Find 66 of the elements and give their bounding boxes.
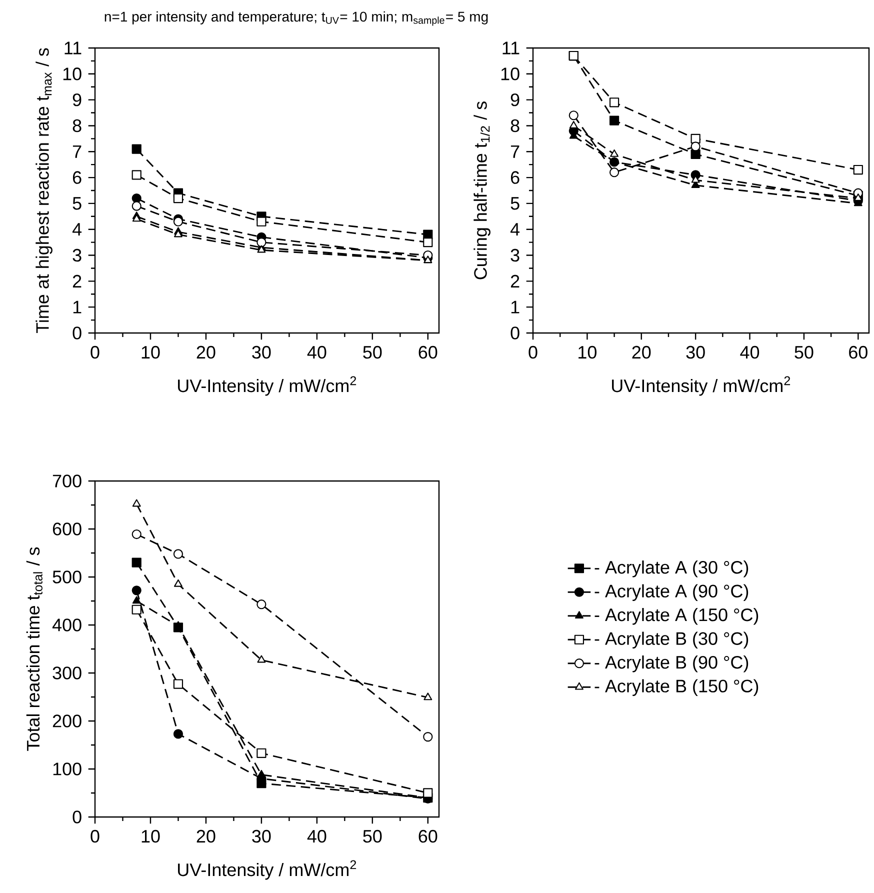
- x-tick-label: 30: [686, 346, 705, 359]
- y-tick-label: 400: [52, 618, 82, 632]
- y-tick-label: 8: [72, 119, 82, 132]
- x-tick-label: 30: [252, 346, 271, 359]
- x-tick-label: 60: [418, 346, 438, 359]
- y-tick-label: 5: [510, 197, 520, 210]
- y-tick-label: 11: [502, 42, 520, 54]
- y-tick-label: 3: [510, 248, 520, 262]
- x-tick-label: 10: [142, 346, 160, 359]
- y-axis-title: Time at highest reaction rate t$_{max}$ / s: [36, 48, 52, 334]
- legend-label: - Acrylate B (30 °C): [594, 632, 748, 649]
- legend-label: - Acrylate A (90 °C): [594, 584, 748, 602]
- x-tick-label: 10: [142, 830, 160, 843]
- y-tick-label: 6: [510, 171, 520, 184]
- y-tick-label: 9: [510, 93, 520, 106]
- x-axis-title: UV-Intensity / mW/cm$^{2}$: [178, 860, 356, 880]
- y-axis-title: Curing half-time t$_{1/2}$ / s: [474, 102, 490, 280]
- x-tick-label: 60: [418, 830, 438, 843]
- x-tick-label: 50: [363, 346, 382, 359]
- y-tick-label: 1: [511, 300, 520, 314]
- x-tick-label: 20: [196, 346, 216, 359]
- y-tick-label: 700: [52, 474, 82, 488]
- x-tick-label: 0: [528, 346, 538, 359]
- x-axis-title: UV-Intensity / mW/cm$^{2}$: [612, 376, 790, 396]
- y-tick-label: 4: [510, 223, 520, 236]
- y-tick-label: 3: [72, 248, 82, 262]
- x-axis-title: UV-Intensity / mW/cm$^{2}$: [178, 376, 356, 396]
- y-tick-label: 100: [53, 762, 82, 776]
- y-tick-label: 9: [72, 93, 82, 106]
- y-tick-label: 1: [73, 300, 82, 314]
- x-tick-label: 40: [740, 346, 759, 359]
- x-tick-label: 20: [632, 346, 651, 359]
- x-tick-label: 60: [848, 346, 868, 359]
- y-tick-label: 600: [52, 522, 82, 536]
- y-tick-label: 0: [72, 810, 82, 824]
- x-tick-label: 30: [252, 830, 271, 843]
- y-tick-label: 200: [52, 714, 82, 728]
- y-tick-label: 500: [52, 570, 82, 584]
- y-tick-label: 10: [63, 68, 82, 80]
- y-tick-label: 2: [72, 274, 82, 288]
- legend-label: - Acrylate A (150 °C): [594, 608, 758, 625]
- x-tick-label: 0: [90, 830, 100, 843]
- y-tick-label: 5: [72, 197, 82, 210]
- y-tick-label: 7: [510, 145, 520, 158]
- y-tick-label: 11: [64, 42, 82, 54]
- x-tick-label: 20: [196, 830, 216, 843]
- y-tick-label: 0: [510, 326, 520, 340]
- x-tick-label: 10: [578, 346, 596, 359]
- x-tick-label: 0: [90, 346, 100, 359]
- chart-title: n=1 per intensity and temperature; t$_{UV}$= 10 min; m$_{sample}$= 5 mg: [104, 11, 488, 26]
- y-tick-label: 4: [72, 223, 82, 236]
- x-tick-label: 50: [794, 346, 814, 359]
- legend-label: - Acrylate A (30 °C): [594, 560, 748, 578]
- y-tick-label: 6: [72, 171, 82, 184]
- y-tick-label: 2: [510, 274, 520, 288]
- y-tick-label: 8: [510, 119, 520, 132]
- x-tick-label: 40: [307, 346, 326, 359]
- legend-label: - Acrylate B (90 °C): [594, 655, 748, 672]
- y-axis-title: Total reaction time t$_{total}$ / s: [26, 547, 42, 751]
- x-tick-label: 50: [363, 830, 382, 843]
- y-tick-label: 300: [52, 666, 82, 680]
- y-tick-label: 10: [501, 68, 520, 80]
- y-tick-label: 0: [72, 326, 82, 340]
- y-tick-label: 7: [72, 145, 82, 158]
- x-tick-label: 40: [307, 830, 326, 843]
- legend-label: - Acrylate B (150 °C): [594, 679, 758, 696]
